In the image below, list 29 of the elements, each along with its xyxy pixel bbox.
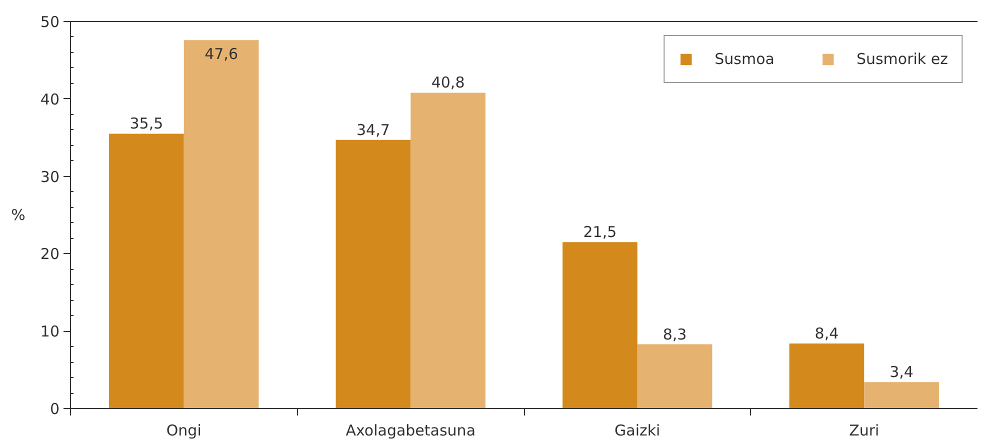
legend-label: Susmoa (714, 50, 774, 68)
data-label: 21,5 (583, 223, 617, 242)
legend-label: Susmorik ez (856, 50, 948, 68)
y-tick-label: 40 (40, 90, 60, 108)
data-label: 34,7 (356, 120, 390, 139)
y-tick-label: 50 (40, 13, 60, 31)
data-label: 8,4 (814, 324, 839, 342)
bar (864, 382, 939, 408)
bar (184, 40, 259, 408)
x-tick-label: Zuri (849, 422, 880, 440)
y-tick-label: 10 (40, 322, 60, 341)
data-label: 40,8 (431, 74, 465, 92)
x-tick-label: Ongi (166, 422, 202, 440)
y-tick-label: 20 (40, 245, 60, 264)
data-label: 3,4 (890, 363, 914, 382)
data-label: 47,6 (204, 45, 238, 64)
y-tick-label: 0 (50, 400, 60, 418)
x-tick-label: Axolagabetasuna (346, 422, 476, 440)
bar (336, 140, 411, 408)
bar (637, 344, 712, 408)
bar (410, 92, 486, 408)
bar (109, 134, 184, 408)
data-label: 8,3 (662, 325, 687, 344)
data-label: 35,5 (130, 114, 164, 133)
x-tick-label: Gaizki (614, 422, 660, 440)
bar (789, 343, 864, 408)
bar (562, 242, 638, 408)
y-tick-label: 30 (40, 168, 60, 186)
y-axis-title: % (11, 206, 26, 224)
